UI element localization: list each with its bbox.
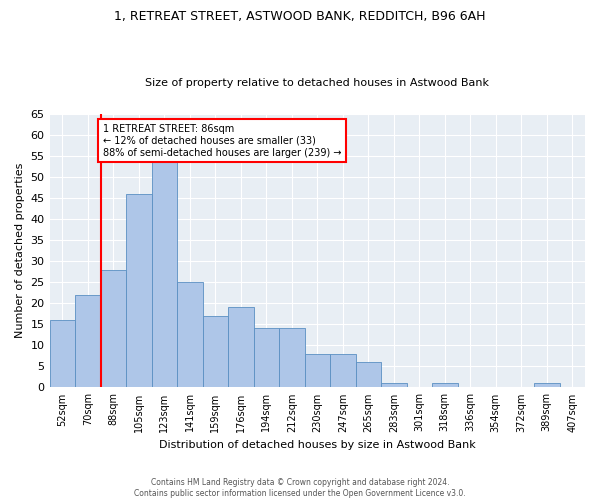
Bar xyxy=(177,282,203,388)
X-axis label: Distribution of detached houses by size in Astwood Bank: Distribution of detached houses by size … xyxy=(159,440,476,450)
Bar xyxy=(432,383,458,388)
Bar xyxy=(254,328,279,388)
Y-axis label: Number of detached properties: Number of detached properties xyxy=(15,163,25,338)
Bar xyxy=(126,194,152,388)
Bar xyxy=(228,308,254,388)
Bar xyxy=(50,320,75,388)
Bar xyxy=(75,295,101,388)
Text: Contains HM Land Registry data © Crown copyright and database right 2024.
Contai: Contains HM Land Registry data © Crown c… xyxy=(134,478,466,498)
Bar xyxy=(152,160,177,388)
Bar xyxy=(356,362,381,388)
Bar xyxy=(534,383,560,388)
Text: 1, RETREAT STREET, ASTWOOD BANK, REDDITCH, B96 6AH: 1, RETREAT STREET, ASTWOOD BANK, REDDITC… xyxy=(114,10,486,23)
Text: 1 RETREAT STREET: 86sqm
← 12% of detached houses are smaller (33)
88% of semi-de: 1 RETREAT STREET: 86sqm ← 12% of detache… xyxy=(103,124,341,158)
Bar xyxy=(203,316,228,388)
Bar xyxy=(279,328,305,388)
Bar xyxy=(305,354,330,388)
Bar xyxy=(330,354,356,388)
Bar xyxy=(381,383,407,388)
Title: Size of property relative to detached houses in Astwood Bank: Size of property relative to detached ho… xyxy=(145,78,489,88)
Bar xyxy=(101,270,126,388)
